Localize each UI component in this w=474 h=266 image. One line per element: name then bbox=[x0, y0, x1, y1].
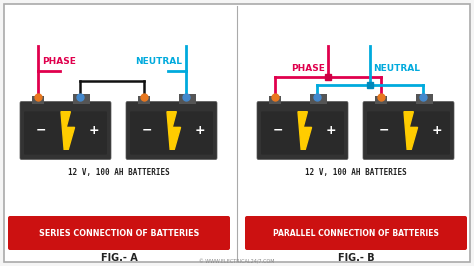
Text: +: + bbox=[88, 124, 99, 137]
Text: 12 V, 100 AH BATTERIES: 12 V, 100 AH BATTERIES bbox=[305, 168, 406, 177]
Bar bbox=[269, 96, 282, 103]
FancyBboxPatch shape bbox=[363, 102, 454, 160]
Text: © WWW.ELECTRICAL24/7.COM: © WWW.ELECTRICAL24/7.COM bbox=[199, 259, 275, 264]
Text: PHASE: PHASE bbox=[42, 57, 76, 66]
Text: +: + bbox=[194, 124, 205, 137]
Bar bbox=[73, 94, 90, 103]
Text: FIG.- A: FIG.- A bbox=[100, 253, 137, 263]
FancyBboxPatch shape bbox=[367, 111, 450, 155]
Polygon shape bbox=[404, 112, 418, 149]
FancyBboxPatch shape bbox=[8, 216, 230, 250]
Bar bbox=[375, 96, 387, 103]
Text: NEUTRAL: NEUTRAL bbox=[136, 57, 182, 66]
Text: −: − bbox=[36, 124, 46, 137]
Polygon shape bbox=[167, 112, 181, 149]
FancyBboxPatch shape bbox=[20, 102, 111, 160]
Text: −: − bbox=[273, 124, 283, 137]
FancyBboxPatch shape bbox=[245, 216, 467, 250]
Bar bbox=[179, 94, 196, 103]
Polygon shape bbox=[61, 112, 74, 149]
Text: +: + bbox=[325, 124, 336, 137]
Text: −: − bbox=[142, 124, 152, 137]
Text: +: + bbox=[431, 124, 442, 137]
FancyBboxPatch shape bbox=[126, 102, 217, 160]
FancyBboxPatch shape bbox=[261, 111, 344, 155]
Text: PARALLEL CONNECTION OF BATTERIES: PARALLEL CONNECTION OF BATTERIES bbox=[273, 228, 439, 238]
Bar bbox=[138, 96, 150, 103]
Text: −: − bbox=[379, 124, 389, 137]
FancyBboxPatch shape bbox=[130, 111, 213, 155]
Polygon shape bbox=[298, 112, 311, 149]
Bar bbox=[416, 94, 433, 103]
Bar bbox=[310, 94, 327, 103]
FancyBboxPatch shape bbox=[257, 102, 348, 160]
Text: NEUTRAL: NEUTRAL bbox=[374, 64, 420, 73]
Text: 12 V, 100 AH BATTERIES: 12 V, 100 AH BATTERIES bbox=[68, 168, 169, 177]
Text: FIG.- B: FIG.- B bbox=[337, 253, 374, 263]
Text: PHASE: PHASE bbox=[292, 64, 325, 73]
FancyBboxPatch shape bbox=[24, 111, 107, 155]
Text: SERIES CONNECTION OF BATTERIES: SERIES CONNECTION OF BATTERIES bbox=[39, 228, 199, 238]
Bar bbox=[32, 96, 45, 103]
